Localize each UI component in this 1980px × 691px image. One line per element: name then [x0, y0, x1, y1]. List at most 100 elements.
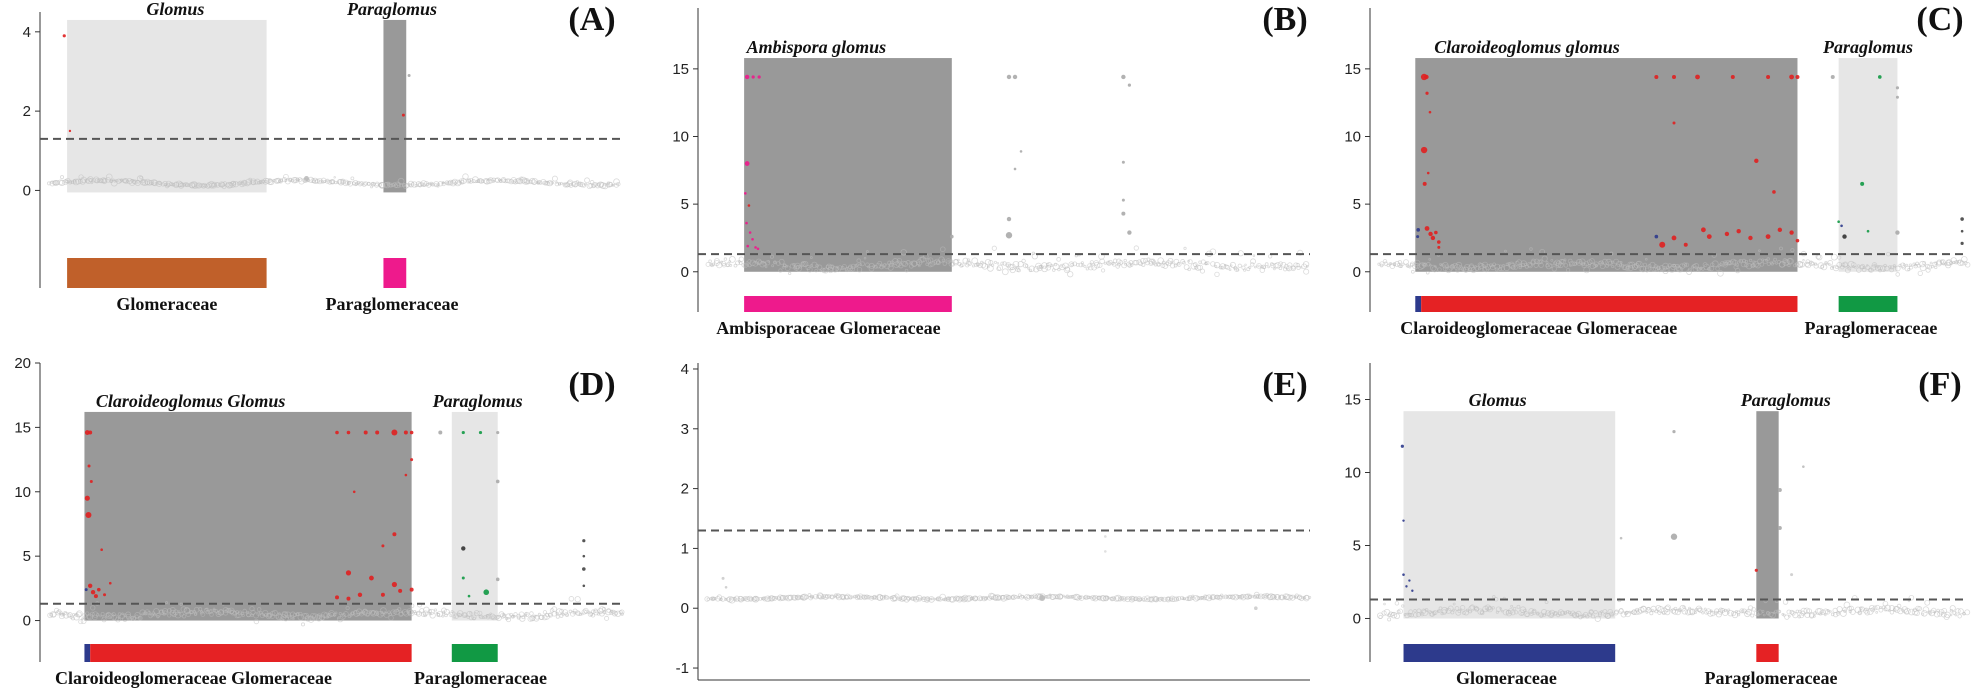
family-label: Claroideoglomeraceae Glomeraceae — [55, 668, 332, 688]
highlight-point — [467, 594, 471, 598]
highlight-point — [335, 595, 339, 600]
background-point — [1857, 610, 1863, 616]
background-point — [855, 263, 860, 267]
background-point — [1840, 610, 1847, 617]
background-point — [1888, 265, 1892, 269]
background-point — [1270, 594, 1277, 601]
background-point — [96, 613, 100, 617]
background-point — [1859, 264, 1865, 270]
background-point — [565, 613, 569, 617]
background-point — [1949, 605, 1956, 612]
background-point — [769, 254, 774, 259]
highlight-point — [483, 589, 490, 596]
background-point — [1560, 259, 1566, 265]
background-point — [1523, 608, 1527, 613]
background-point — [234, 613, 240, 619]
background-point — [720, 260, 724, 264]
background-point — [362, 608, 368, 614]
background-point — [856, 266, 863, 273]
background-point — [1504, 249, 1507, 253]
background-point — [778, 268, 783, 273]
family-label: Paraglomeraceae — [326, 294, 459, 314]
highlight-point — [582, 539, 586, 543]
background-point — [1817, 262, 1825, 269]
background-point — [1287, 267, 1290, 271]
highlight-point — [375, 430, 380, 435]
background-point — [1827, 260, 1834, 266]
background-point — [144, 609, 151, 616]
highlight-point — [85, 511, 92, 518]
background-point — [1593, 261, 1599, 267]
y-tick-label: 0 — [681, 600, 689, 617]
background-point — [979, 596, 984, 601]
background-point — [1964, 262, 1971, 268]
background-point — [887, 264, 894, 271]
background-point — [241, 613, 245, 618]
genus-label: Paraglomus — [1740, 390, 1831, 410]
background-point — [55, 610, 61, 616]
background-point — [1383, 261, 1388, 266]
background-point — [100, 611, 105, 616]
highlight-point — [1428, 231, 1433, 237]
background-point — [1698, 607, 1704, 613]
background-point — [720, 260, 726, 266]
background-point — [297, 614, 304, 621]
background-point — [1200, 596, 1204, 600]
background-point — [1563, 258, 1567, 262]
background-point — [1893, 606, 1901, 613]
background-point — [1584, 261, 1590, 267]
family-bar — [84, 644, 91, 662]
background-point — [974, 596, 979, 601]
background-point — [1594, 615, 1601, 622]
highlight-point — [1895, 95, 1899, 99]
background-point — [1843, 601, 1851, 609]
background-point — [1452, 608, 1456, 612]
background-point — [53, 180, 59, 186]
background-point — [350, 176, 355, 181]
background-point — [883, 594, 889, 600]
background-point — [125, 611, 132, 618]
background-point — [972, 264, 975, 268]
background-point — [1829, 610, 1832, 613]
background-point — [1921, 610, 1928, 617]
background-point — [936, 260, 941, 266]
highlight-point — [1766, 74, 1771, 79]
background-point — [450, 610, 454, 614]
background-point — [1022, 596, 1026, 599]
highlight-point — [404, 473, 408, 477]
highlight-point — [409, 430, 414, 435]
background-point — [105, 611, 111, 617]
background-point — [571, 181, 577, 187]
family-bar — [1756, 644, 1779, 662]
highlight-point — [1104, 535, 1107, 538]
background-point — [559, 613, 564, 618]
y-tick-label: 4 — [681, 361, 689, 378]
background-point — [1530, 258, 1537, 265]
background-point — [141, 179, 149, 186]
background-point — [1024, 264, 1029, 268]
highlight-point — [751, 75, 755, 79]
background-point — [1889, 267, 1894, 273]
background-point — [1401, 604, 1405, 608]
highlight-point — [1654, 234, 1659, 239]
background-point — [555, 181, 558, 184]
highlight-point — [380, 592, 385, 597]
background-point — [1106, 596, 1110, 600]
background-point — [1544, 600, 1549, 605]
background-point — [1768, 611, 1774, 617]
background-point — [970, 596, 974, 600]
background-point — [1685, 609, 1692, 616]
background-point — [538, 615, 544, 620]
background-point — [529, 611, 534, 616]
background-point — [1459, 605, 1466, 611]
background-point — [1541, 255, 1548, 262]
background-point — [1905, 263, 1909, 267]
background-point — [99, 614, 102, 618]
background-point — [1437, 609, 1441, 613]
background-point — [1919, 264, 1927, 272]
background-point — [1672, 608, 1679, 615]
background-point — [1100, 268, 1106, 273]
background-point — [1925, 267, 1931, 273]
background-point — [1836, 261, 1843, 268]
background-point — [1261, 594, 1266, 599]
